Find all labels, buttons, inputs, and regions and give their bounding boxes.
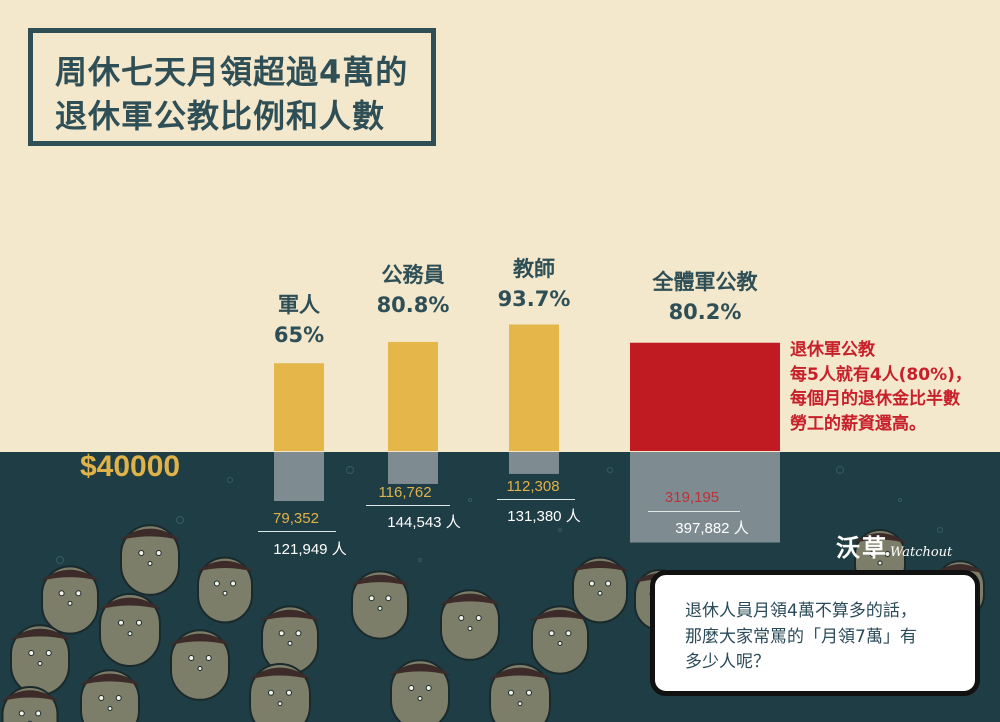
total-count-military: 121,949 人 — [273, 541, 347, 558]
fraction-line — [497, 499, 575, 500]
bubble — [937, 527, 943, 533]
category-label-all: 全體軍公教 80.2% — [653, 267, 758, 328]
speech-bubble: 退休人員月領4萬不算多的話， 那麼大家常罵的「月領7萬」有 多少人呢？ — [650, 570, 980, 696]
crowd-figure — [79, 669, 141, 722]
crowd-figure — [40, 565, 100, 635]
callout-line: 每5人就有4人(80%)， — [790, 364, 972, 385]
crowd-figure — [248, 663, 312, 722]
over-count-military: 79,352 — [273, 510, 319, 527]
bars-group — [274, 324, 780, 543]
category-name: 公務員 — [381, 263, 445, 287]
bar-below-40k — [630, 452, 780, 543]
percent-label: 93.7% — [497, 287, 571, 312]
speech-line: 多少人呢？ — [685, 652, 770, 672]
bar-below-40k — [509, 452, 559, 474]
bar-over-40k — [509, 324, 559, 451]
crowd-figure — [260, 605, 320, 675]
category-label-civil-servants: 公務員 80.8% — [377, 260, 450, 321]
bubble — [346, 466, 354, 474]
category-name: 教師 — [512, 257, 555, 281]
crowd-figure — [350, 570, 410, 640]
category-name: 全體軍公教 — [652, 270, 758, 294]
bubble — [418, 558, 422, 562]
crowd-figure — [389, 659, 451, 722]
bubble — [468, 498, 472, 502]
bubble — [227, 477, 233, 483]
chart-title-line2: 退休軍公教比例和人數 — [55, 97, 386, 135]
over-count-all: 319,195 — [664, 489, 720, 506]
bar-over-40k — [388, 341, 438, 451]
category-label-teachers: 教師 93.7% — [498, 254, 571, 315]
percent-label: 80.8% — [376, 293, 450, 318]
speech-line: 那麼大家常罵的「月領7萬」有 — [685, 626, 917, 647]
crowd-figure — [530, 605, 590, 675]
percent-label: 65% — [273, 323, 325, 348]
bar-over-40k — [630, 342, 780, 451]
crowd-figure — [119, 524, 181, 596]
upper-background — [0, 0, 1000, 452]
bubble — [607, 467, 613, 473]
bubble — [176, 516, 184, 524]
bubble — [836, 466, 844, 474]
crowd-figure — [571, 556, 629, 624]
fraction-line — [258, 531, 336, 532]
total-count-teachers: 131,380 人 — [507, 508, 581, 525]
bubble — [56, 556, 64, 564]
bar-over-40k — [274, 363, 324, 451]
over-count-civil-servants: 116,762 — [378, 484, 432, 501]
speech-text: 退休人員月領4萬不算多的話， 那麼大家常罵的「月領7萬」有 多少人呢？ — [685, 599, 917, 676]
callout-line: 退休軍公教 — [790, 340, 875, 360]
logo-en: Watchout — [890, 545, 953, 560]
bubble — [558, 528, 562, 532]
crowd-figure — [488, 663, 552, 722]
callout-text: 退休軍公教 每5人就有4人(80%)， 每個月的退休金比半數 勞工的薪資還高。 — [790, 338, 972, 437]
bar-below-40k — [274, 452, 324, 501]
crowd-figure — [196, 556, 254, 624]
logo-cn: 沃草 — [836, 534, 888, 562]
callout-line: 勞工的薪資還高。 — [790, 413, 926, 434]
crowd-figure — [98, 593, 162, 667]
over-count-teachers: 112,308 — [506, 478, 560, 495]
category-name: 軍人 — [277, 293, 320, 317]
crowd-figure — [0, 686, 60, 722]
total-count-all: 397,882 人 — [675, 520, 749, 537]
watchout-logo: 沃草 Watchout — [836, 528, 952, 563]
chart-title-line1: 周休七天月領超過4萬的 — [55, 53, 409, 91]
category-label-military: 軍人 65% — [274, 290, 324, 351]
crowd-figure — [169, 629, 231, 701]
title-box: 周休七天月領超過4萬的 退休軍公教比例和人數 — [28, 28, 436, 146]
percent-label: 80.2% — [668, 300, 742, 325]
bubble — [118, 468, 122, 472]
speech-line: 退休人員月領4萬不算多的話， — [685, 601, 917, 621]
fraction-line — [366, 505, 450, 506]
crowd-figure — [9, 624, 71, 696]
fraction-line — [648, 511, 740, 512]
threshold-label: $40000 — [80, 450, 181, 483]
bar-below-40k — [388, 452, 438, 484]
callout-line: 每個月的退休金比半數 — [790, 389, 960, 410]
total-count-civil-servants: 144,543 人 — [387, 514, 461, 531]
crowd-figure — [439, 589, 501, 661]
bubble — [898, 498, 902, 502]
